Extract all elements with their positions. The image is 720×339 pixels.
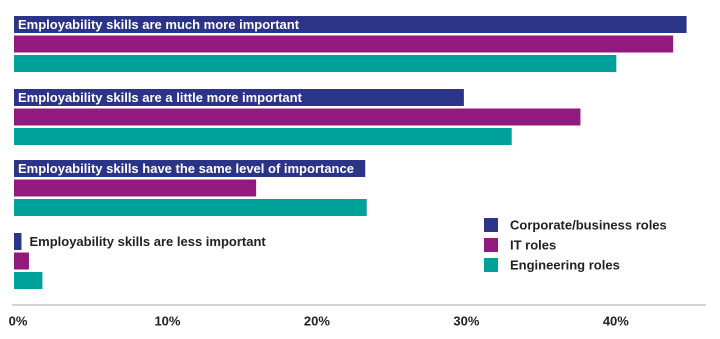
bar — [14, 160, 366, 177]
x-tick-label: 20% — [304, 313, 330, 328]
category-label: Employability skills have the same level… — [18, 161, 354, 176]
x-tick-label: 30% — [453, 313, 479, 328]
bar — [14, 35, 674, 53]
legend-label: IT roles — [510, 237, 556, 252]
bar — [14, 128, 512, 145]
x-tick-label: 0% — [9, 313, 28, 328]
legend-swatch — [484, 238, 498, 252]
bar — [14, 199, 367, 216]
bar — [14, 89, 464, 106]
bar — [14, 272, 43, 289]
bar — [14, 16, 687, 33]
category-label: Employability skills are less important — [29, 234, 266, 249]
bar — [14, 252, 29, 270]
bar — [14, 55, 617, 72]
legend-swatch — [484, 218, 498, 232]
bar — [14, 108, 581, 126]
x-tick-label: 10% — [154, 313, 180, 328]
category-label: Employability skills are much more impor… — [18, 17, 300, 32]
legend-swatch — [484, 258, 498, 272]
bar — [14, 233, 22, 250]
bar — [14, 179, 257, 197]
category-label: Employability skills are a little more i… — [18, 90, 303, 105]
legend-label: Engineering roles — [510, 257, 620, 272]
x-tick-label: 40% — [603, 313, 629, 328]
legend-label: Corporate/business roles — [510, 217, 667, 232]
